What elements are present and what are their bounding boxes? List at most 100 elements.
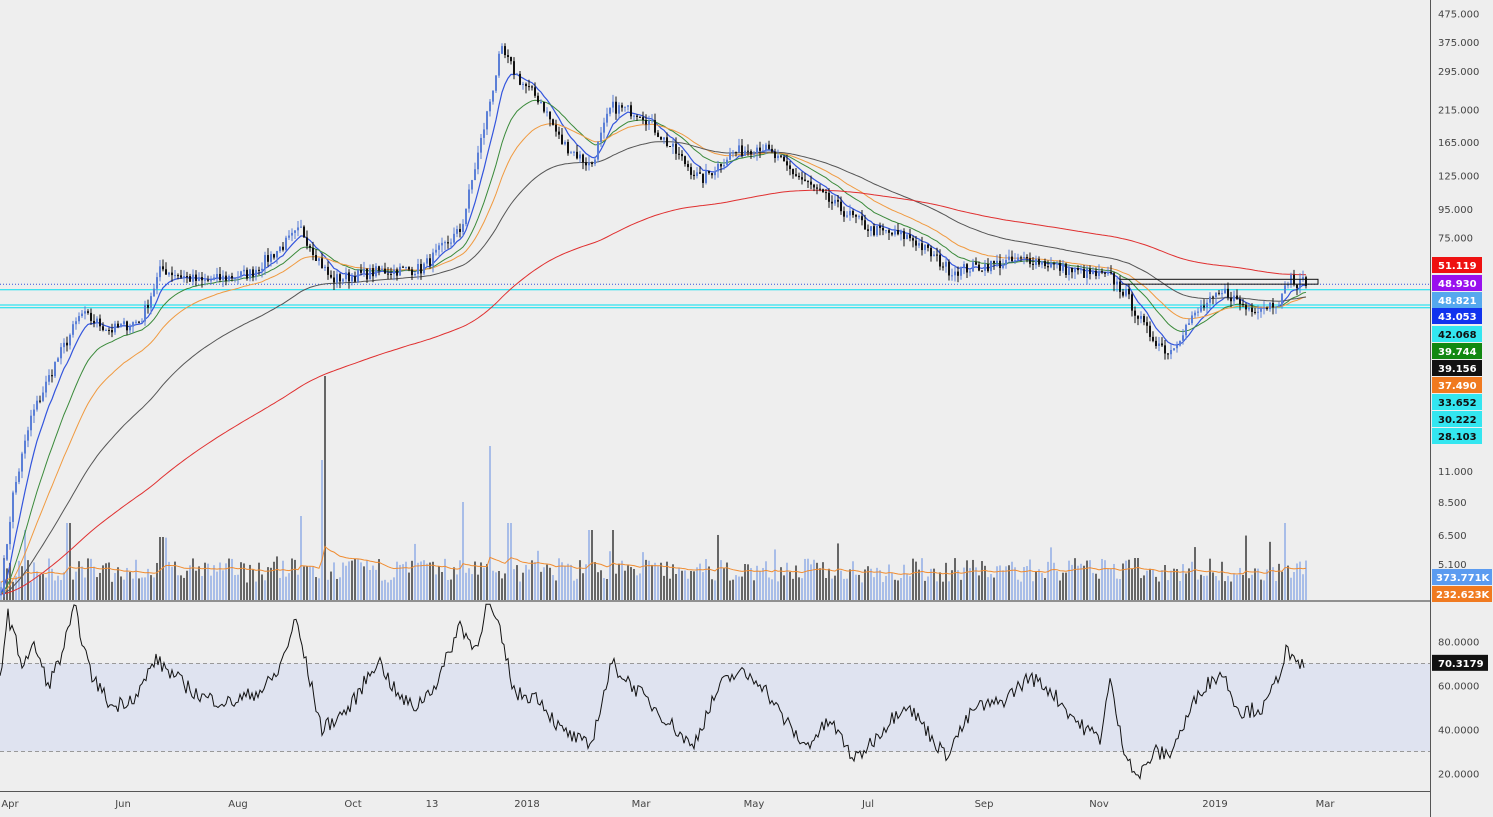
candle [606,107,608,127]
candle [1155,336,1157,349]
volume-bar [705,559,707,600]
volume-bar [186,570,188,600]
candle [399,263,401,276]
candle [624,106,626,112]
volume-bar [300,516,302,600]
volume-bar [990,574,992,600]
candle [636,114,638,121]
candle [1122,288,1124,298]
candle [309,243,311,252]
volume-bar [843,578,845,600]
volume-bar [1275,580,1277,600]
candle [657,129,659,138]
volume-bar [1020,581,1022,600]
volume-bar [228,558,230,600]
volume-bar [1086,560,1088,600]
candle [1005,254,1007,269]
volume-bar [954,558,956,600]
volume-bar [894,579,896,600]
volume-bar [987,577,989,600]
candle [1077,265,1079,275]
volume-bar [639,573,641,600]
candle [420,259,422,280]
volume-bar [1254,568,1256,600]
volume-bar [753,580,755,600]
volume-bar [78,561,80,600]
candle [195,270,197,287]
volume-bar [288,573,290,600]
volume-bar [621,560,623,600]
rsi-axis[interactable]: 80.0000 60.0000 40.0000 20.0000 [1438,638,1479,781]
volume-bar [495,572,497,600]
candle [1008,249,1010,262]
candle [585,157,587,171]
volume-bar [1011,561,1013,600]
volume-bar [1188,568,1190,600]
price-badge: 39.156 [1432,360,1482,376]
rsi-band-fill [0,663,1430,752]
candle [885,229,887,234]
volume-bar [684,570,686,600]
volume-bar [936,581,938,600]
ema-green-line [0,99,1307,595]
volume-bar [1281,571,1283,600]
volume-bar [342,562,344,600]
volume-bar [594,561,596,600]
candle [1044,258,1046,269]
svg-text:39.156: 39.156 [1438,364,1477,375]
candle [906,232,908,240]
volume-bar [51,568,53,600]
candle [1191,311,1193,326]
volume-bar [540,571,542,600]
resistance-box-rect [1119,278,1319,285]
volume-bar [387,582,389,600]
volume-bar [459,560,461,600]
volume-bar [1263,580,1265,600]
candle [822,188,824,193]
candle [297,221,299,237]
candle [969,269,971,277]
volume-bar [543,567,545,600]
candle [93,314,95,328]
price-tick-label: 95.000 [1438,205,1473,216]
volume-bar [867,566,869,600]
candle [351,272,353,286]
candle [300,219,302,229]
candle [786,154,788,171]
volume-bar [948,581,950,600]
candle [144,300,146,326]
candle [336,269,338,288]
candle [1164,339,1166,360]
candle [978,261,980,272]
volume-bar [921,558,923,600]
volume-bar [849,569,851,600]
candle [546,107,548,117]
volume-bar [1047,561,1049,600]
candle [228,274,230,283]
candle [219,267,221,283]
candle [243,265,245,275]
candle [771,144,773,154]
candle [432,248,434,273]
candle [1197,307,1199,317]
candle [609,107,611,117]
volume-bar [432,561,434,600]
price-badge: 28.103 [1432,428,1482,444]
volume-bar [678,567,680,600]
candle [933,251,935,257]
time-tick-label: Jul [861,799,874,810]
volume-bar [1170,570,1172,600]
candle [369,264,371,280]
candle [1104,271,1106,277]
candle [1302,270,1304,282]
price-tick-label: 125.000 [1438,172,1479,183]
candle [1158,337,1160,352]
svg-text:232.623K: 232.623K [1436,590,1491,601]
volume-bar [648,560,650,600]
volume-bar [1272,567,1274,600]
time-axis[interactable]: Apr Jun Aug Oct 13 2018 Mar May Jul Sep Nov 2019 Mar [1,799,1335,810]
candle [879,222,881,236]
candle [513,57,515,80]
candle [1275,306,1277,314]
candle [702,173,704,188]
